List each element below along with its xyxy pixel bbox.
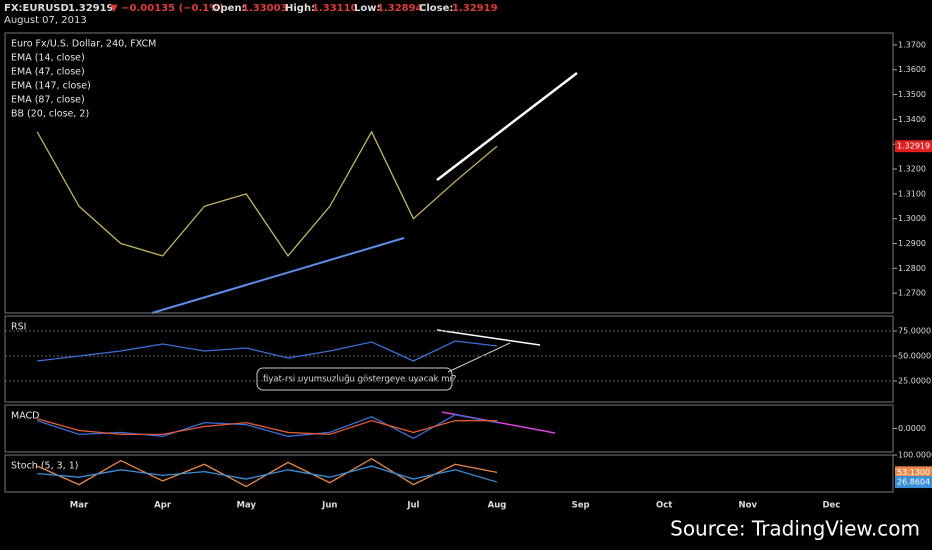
panel-title: MACD: [11, 411, 39, 422]
annotation-box: [256, 367, 453, 391]
open-label: Open:: [212, 3, 246, 14]
value-label-box: [895, 140, 932, 153]
low-label: Low:: [354, 3, 380, 14]
source: Source: TradingView.com: [670, 517, 920, 541]
series-line: [37, 418, 497, 436]
panel-title: RSI: [11, 322, 26, 333]
y-tick-label: 1.2800: [898, 264, 926, 273]
value-label: 26.8604: [897, 478, 930, 487]
trend-line: [151, 237, 405, 314]
series-line: [37, 340, 498, 362]
value-label-box: [895, 466, 932, 479]
x-tick-label: May: [236, 501, 256, 511]
change: ▼ −0.00135 (−0.1%): [110, 3, 224, 14]
y-tick-label: 1.3400: [898, 115, 926, 124]
value-label-box: [895, 476, 932, 489]
high-label: High:: [285, 3, 315, 14]
panel-title: Stoch (5, 3, 1): [11, 461, 78, 472]
x-tick-label: Jun: [321, 501, 337, 511]
indicator-label: BB (20, close, 2): [11, 109, 89, 120]
panel: [4, 315, 894, 403]
series-line: [37, 465, 498, 483]
value-label: 1.32919: [897, 142, 930, 151]
date: August 07, 2013: [4, 15, 87, 26]
trend-line: [436, 72, 578, 181]
x-tick-label: Nov: [739, 501, 758, 511]
annotation: fiyat-rsi uyumsuzluğu göstergeye uyacak …: [263, 375, 456, 385]
series-line: [36, 130, 498, 257]
y-tick-label: 0.0000: [898, 424, 926, 433]
indicator-label: EMA (147, close): [11, 81, 91, 92]
value-label: 53.1300: [897, 468, 930, 477]
x-tick-label: Jul: [406, 501, 419, 511]
x-tick-label: Sep: [572, 501, 590, 511]
close-label: Close:: [419, 3, 453, 14]
y-tick-label: 1.3700: [898, 40, 926, 49]
indicator-label: EMA (87, close): [11, 95, 85, 106]
x-tick-label: Mar: [70, 501, 89, 511]
series-line: [36, 414, 498, 440]
x-tick-label: Apr: [154, 501, 172, 511]
y-tick-label: 1.3200: [898, 165, 926, 174]
low: 1.32894: [377, 3, 423, 14]
y-tick-label: 75.0000: [898, 327, 931, 336]
x-tick-label: Dec: [822, 501, 840, 511]
x-tick-label: Aug: [488, 501, 507, 511]
panel-title: Euro Fx/U.S. Dollar, 240, FXCM: [11, 39, 156, 50]
y-tick-label: 50.0000: [898, 352, 931, 361]
y-tick-label: 1.3100: [898, 189, 926, 198]
price: 1.32919: [68, 3, 114, 14]
open: 1.33003: [242, 3, 288, 14]
y-tick-label: 1.2900: [898, 239, 926, 248]
y-tick-label: 1.2700: [898, 289, 926, 298]
y-tick-label: 1.3000: [898, 214, 926, 223]
annotation-pointer: [447, 342, 511, 373]
y-tick-label: 25.0000: [898, 377, 931, 386]
y-tick-label: 1.3500: [898, 90, 926, 99]
indicator-label: EMA (14, close): [11, 53, 85, 64]
trend-line: [436, 329, 541, 346]
high: 1.33110: [312, 3, 358, 14]
y-tick-label: 1.3600: [898, 65, 926, 74]
y-tick-label: 100.0000: [898, 451, 932, 460]
panel: [4, 32, 894, 314]
symbol: FX:EURUSD: [4, 3, 69, 14]
close: 1.32919: [452, 3, 498, 14]
panel: [4, 454, 894, 493]
x-tick-label: Oct: [656, 501, 672, 511]
indicator-label: EMA (47, close): [11, 67, 85, 78]
